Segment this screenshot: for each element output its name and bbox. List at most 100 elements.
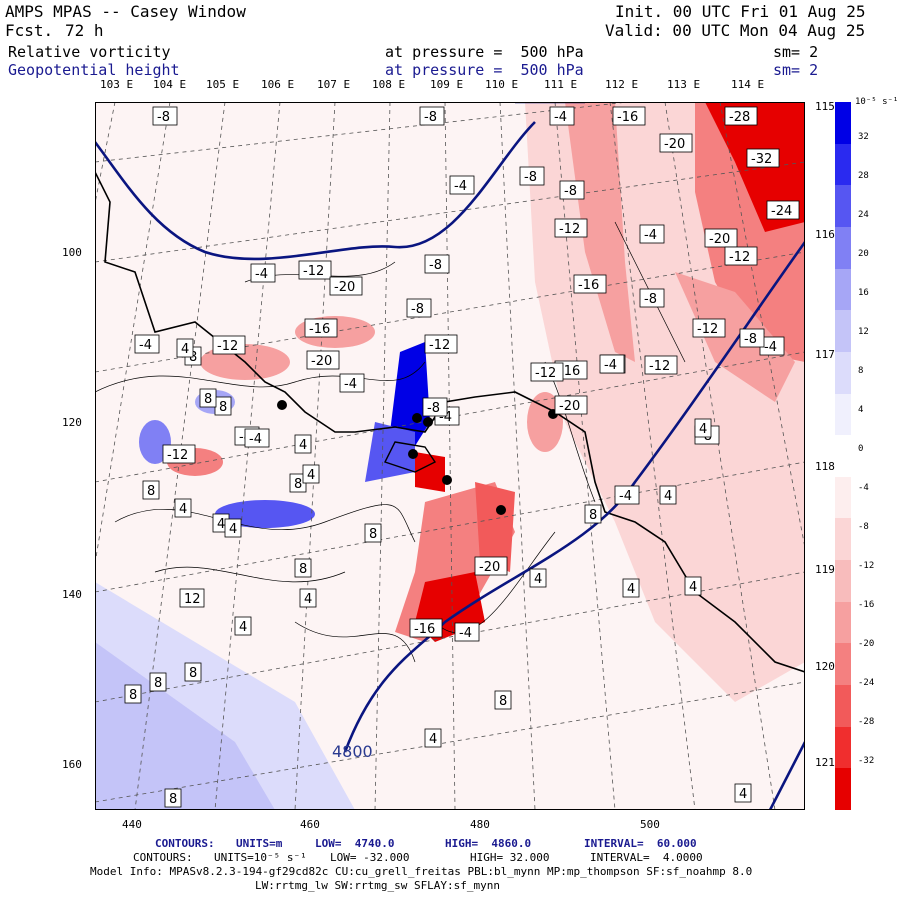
vorticity-label: -12 xyxy=(298,260,332,280)
svg-text:-12: -12 xyxy=(429,338,450,353)
y-tick-label: 140 xyxy=(62,588,82,601)
vorticity-label: -8 xyxy=(424,254,450,274)
contours1-low: LOW= 4740.0 xyxy=(315,837,395,850)
svg-text:-16: -16 xyxy=(578,278,599,293)
field2-smoothing: sm= 2 xyxy=(773,61,819,79)
top-longitude-label: 111 E xyxy=(544,78,578,91)
svg-text:-20: -20 xyxy=(559,399,580,414)
svg-text:-4: -4 xyxy=(644,228,657,243)
vorticity-label: -16 xyxy=(612,106,646,126)
svg-text:-12: -12 xyxy=(559,222,580,237)
top-longitude-label: 113 E xyxy=(667,78,701,91)
svg-text:-12: -12 xyxy=(649,359,670,374)
x-tick-label: 500 xyxy=(640,818,660,831)
colorbar-label: 16 xyxy=(858,288,869,298)
colorbar-swatch xyxy=(835,685,851,728)
svg-text:-4: -4 xyxy=(249,432,262,447)
vorticity-label: -8 xyxy=(639,288,665,308)
svg-text:-4: -4 xyxy=(255,267,268,282)
svg-text:4: 4 xyxy=(217,517,225,532)
vorticity-label: -4 xyxy=(614,485,640,505)
vorticity-label: -12 xyxy=(212,335,246,355)
svg-text:-4: -4 xyxy=(764,340,777,355)
colorbar xyxy=(835,102,851,811)
vorticity-label: -16 xyxy=(573,274,607,294)
x-tick-label: 440 xyxy=(122,818,142,831)
svg-text:-4: -4 xyxy=(454,179,467,194)
top-longitude-label: 112 E xyxy=(605,78,639,91)
vorticity-label: 8 xyxy=(184,662,202,682)
svg-text:4: 4 xyxy=(664,489,672,504)
svg-text:8: 8 xyxy=(499,694,507,709)
contours1-interval: INTERVAL= 60.000 xyxy=(584,837,697,850)
field2-pressure: at pressure = 500 hPa xyxy=(385,61,584,79)
colorbar-label: -32 xyxy=(858,756,875,766)
colorbar-swatch xyxy=(835,351,851,395)
svg-text:-12: -12 xyxy=(729,250,750,265)
vorticity-label: -20 xyxy=(306,350,340,370)
svg-text:8: 8 xyxy=(589,508,597,523)
svg-text:4: 4 xyxy=(627,582,635,597)
svg-text:-28: -28 xyxy=(729,110,750,125)
contours2-label: CONTOURS: xyxy=(133,851,193,864)
colorbar-label: 32 xyxy=(858,132,869,142)
svg-text:-20: -20 xyxy=(334,280,355,295)
vorticity-label: 4 xyxy=(694,418,712,438)
svg-text:-8: -8 xyxy=(644,292,657,307)
vorticity-label: 4 xyxy=(622,578,640,598)
field1-pressure: at pressure = 500 hPa xyxy=(385,43,584,61)
vorticity-label: -8 xyxy=(739,328,765,348)
svg-text:8: 8 xyxy=(154,676,162,691)
vorticity-label: 4 xyxy=(302,464,320,484)
svg-text:4: 4 xyxy=(307,468,315,483)
top-longitude-label: 103 E xyxy=(100,78,134,91)
colorbar-swatch xyxy=(835,560,851,603)
vorticity-label: -28 xyxy=(724,106,758,126)
svg-text:4: 4 xyxy=(689,580,697,595)
colorbar-label: 20 xyxy=(858,249,869,259)
svg-text:-8: -8 xyxy=(427,401,440,416)
svg-text:-4: -4 xyxy=(344,377,357,392)
contours1-label: CONTOURS: xyxy=(155,837,215,850)
colorbar-swatch xyxy=(835,601,851,644)
contours2-low: LOW= -32.000 xyxy=(330,851,410,864)
vorticity-label: -12 xyxy=(424,334,458,354)
svg-text:-16: -16 xyxy=(559,364,580,379)
vorticity-label: -12 xyxy=(554,218,588,238)
colorbar-label: -12 xyxy=(858,561,875,571)
vorticity-label: -8 xyxy=(406,298,432,318)
vorticity-label: -12 xyxy=(530,362,564,382)
vorticity-label: 12 xyxy=(179,588,205,608)
colorbar-label: 4 xyxy=(858,405,864,415)
vorticity-label: -12 xyxy=(724,246,758,266)
vorticity-label: 8 xyxy=(584,504,602,524)
colorbar-unit: 10⁻⁵ s⁻¹ xyxy=(855,97,899,107)
svg-text:-20: -20 xyxy=(664,137,685,152)
model-info-physics: LW:rrtmg_lw SW:rrtmg_sw SFLAY:sf_mynn xyxy=(255,879,501,892)
vorticity-label: -12 xyxy=(692,318,726,338)
vorticity-label: 4 xyxy=(224,518,242,538)
vorticity-label: 8 xyxy=(214,396,232,416)
vorticity-label: 4 xyxy=(174,498,192,518)
svg-text:-16: -16 xyxy=(617,110,638,125)
svg-text:-4: -4 xyxy=(619,489,632,504)
colorbar-swatch xyxy=(835,435,851,478)
svg-text:4: 4 xyxy=(179,502,187,517)
vorticity-label: -4 xyxy=(244,428,270,448)
forecast-label: Fcst. xyxy=(5,21,54,40)
svg-text:8: 8 xyxy=(204,392,212,407)
vorticity-label: -32 xyxy=(746,148,780,168)
colorbar-label: 24 xyxy=(858,210,869,220)
svg-text:12: 12 xyxy=(184,592,201,607)
colorbar-swatch xyxy=(835,185,851,228)
vorticity-label: -4 xyxy=(639,224,665,244)
svg-text:-20: -20 xyxy=(479,560,500,575)
field1-name: Relative vorticity xyxy=(8,43,171,61)
svg-text:-8: -8 xyxy=(411,302,424,317)
svg-text:-12: -12 xyxy=(697,322,718,337)
colorbar-swatch xyxy=(835,643,851,686)
svg-text:4: 4 xyxy=(239,620,247,635)
svg-text:-8: -8 xyxy=(424,110,437,125)
init-time: Init. 00 UTC Fri 01 Aug 25 xyxy=(615,2,866,21)
vorticity-label: 4 xyxy=(176,338,194,358)
